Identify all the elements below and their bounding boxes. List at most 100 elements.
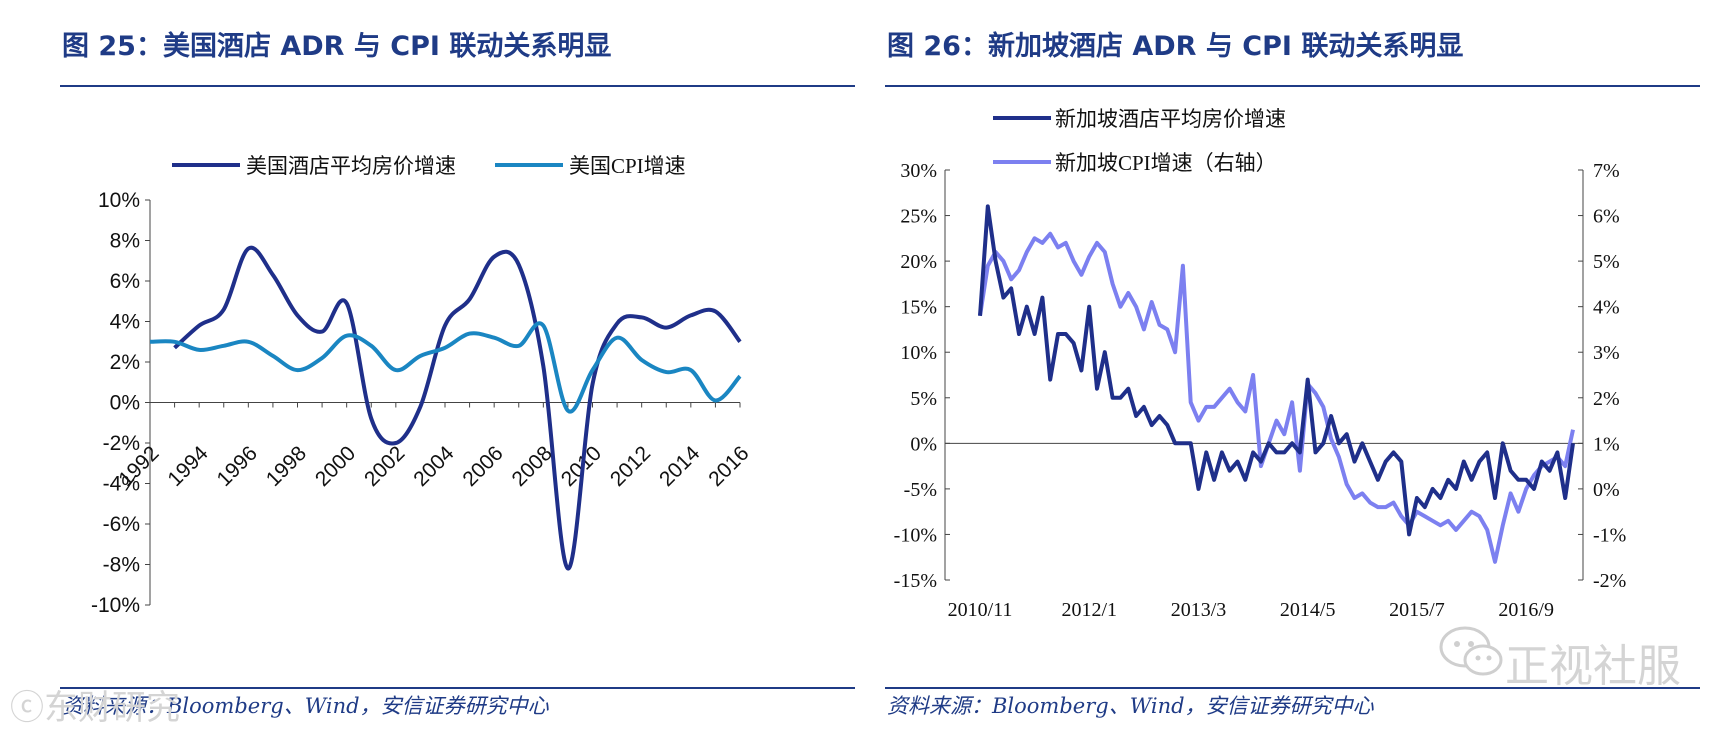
left-y-tick-label: -8% [103, 554, 140, 577]
right-x-tick-label: 2013/3 [1171, 599, 1227, 621]
left-x-tick-label: 2008 [508, 442, 557, 491]
left-x-tick-label: 2004 [409, 442, 459, 492]
left-legend-label: 美国酒店平均房价增速 [246, 154, 456, 178]
left-data-point [689, 313, 693, 317]
left-data-point [468, 297, 472, 301]
left-data-point [664, 370, 668, 374]
left-data-point [271, 273, 275, 277]
right-left-tick-label: -15% [894, 570, 937, 592]
figure-25-panel: 图 25：美国酒店 ADR 与 CPI 联动关系明显 10% 8% 6% 4% 2% 0%… [10, 31, 855, 728]
left-data-point [246, 247, 250, 251]
left-data-point [173, 340, 177, 344]
left-data-point [640, 315, 644, 319]
left-data-point [246, 340, 250, 344]
left-data-point [640, 358, 644, 362]
left-y-tick-label: -6% [103, 513, 140, 536]
left-data-point [369, 417, 373, 421]
left-data-point [443, 346, 447, 350]
left-data-point [345, 301, 349, 305]
left-data-point [541, 324, 545, 328]
right-right-tick-label: 3% [1593, 342, 1620, 364]
left-data-point [418, 405, 422, 409]
right-left-tick-label: 5% [910, 388, 937, 410]
right-x-tick-label: 2016/9 [1498, 599, 1554, 621]
left-data-point [713, 398, 717, 402]
left-y-tick-label: 8% [110, 230, 140, 253]
right-right-tick-label: 2% [1593, 388, 1620, 410]
left-series-line-cpi [149, 321, 742, 414]
left-data-point [418, 354, 422, 358]
right-left-tick-label: 20% [900, 251, 937, 273]
right-legend-label: 新加坡CPI增速（右轴） [1055, 151, 1277, 175]
right-left-tick-label: 0% [910, 433, 937, 455]
wechat-icon [1437, 622, 1507, 682]
right-series-line-adr [978, 204, 1575, 537]
left-x-tick-label: 1994 [163, 442, 213, 492]
left-data-point [271, 354, 275, 358]
left-data-point [345, 334, 349, 338]
right-right-tick-label: 0% [1593, 479, 1620, 501]
left-data-point [394, 368, 398, 372]
left-legend-label: 美国CPI增速 [569, 154, 686, 178]
right-x-tick-label: 2015/7 [1389, 599, 1445, 621]
left-y-tick-label: 6% [110, 270, 140, 293]
left-data-point [541, 364, 545, 368]
left-data-point [664, 326, 668, 330]
left-data-point [517, 263, 521, 267]
right-right-tick-label: -1% [1593, 524, 1626, 546]
left-y-tick-label: -2% [103, 432, 140, 455]
left-data-point [394, 441, 398, 445]
left-x-tick-label: 2000 [311, 442, 360, 491]
left-y-tick-label: -10% [91, 594, 140, 617]
left-y-tick-label: 0% [110, 392, 140, 415]
left-data-point [492, 255, 496, 259]
left-data-point [222, 307, 226, 311]
left-data-point [468, 332, 472, 336]
left-data-point [566, 567, 570, 571]
figure-26-title-rule [885, 85, 1700, 87]
figure-26-source: 资料来源：Bloomberg、Wind，安信证券研究中心 [887, 694, 1374, 718]
figure-26-footer-rule [885, 687, 1700, 689]
right-series-line-cpi [978, 231, 1575, 564]
left-data-point [713, 309, 717, 313]
left-data-point [443, 324, 447, 328]
left-data-point [566, 409, 570, 413]
sg-adr-cpi-chart: 30% 25% 20% 15% 10% 5% 0% -5% -10% -15% 7% 6% 5% 4% 3%… [894, 107, 1627, 621]
left-y-tick-label: 10% [98, 189, 140, 212]
figure-26-panel: 图 26：新加坡酒店 ADR 与 CPI 联动关系明显 30% 25% 20% 15%… [865, 0, 1730, 731]
right-left-tick-label: 30% [900, 160, 937, 182]
right-left-tick-label: -5% [904, 479, 937, 501]
figure-25-title: 图 25：美国酒店 ADR 与 CPI 联动关系明显 [62, 31, 612, 62]
left-x-tick-label: 1998 [262, 442, 311, 491]
right-right-tick-label: 1% [1593, 433, 1620, 455]
watermark-right: 正视社服 [1505, 641, 1681, 692]
right-legend-label: 新加坡酒店平均房价增速 [1055, 107, 1286, 131]
right-left-tick-label: 15% [900, 297, 937, 319]
left-data-point [320, 356, 324, 360]
left-x-tick-label: 1996 [213, 442, 262, 491]
left-y-tick-label: 4% [110, 311, 140, 334]
left-data-point [320, 330, 324, 334]
right-right-tick-label: 7% [1593, 160, 1620, 182]
left-y-tick-label: 2% [110, 351, 140, 374]
figure-26-title: 图 26：新加坡酒店 ADR 与 CPI 联动关系明显 [887, 31, 1464, 62]
left-data-point [173, 346, 177, 350]
right-x-tick-label: 2014/5 [1280, 599, 1336, 621]
left-series-line-adr [173, 245, 742, 571]
us-adr-cpi-chart: 10%8%6%4%2%0%-2%-4%-6%-8%-10%1992 1994 199… [91, 154, 754, 617]
left-x-tick-label: 2014 [655, 442, 705, 492]
left-data-point [296, 313, 300, 317]
left-y-tick-label: -4% [103, 473, 140, 496]
right-left-tick-label: 10% [900, 342, 937, 364]
left-data-point [492, 336, 496, 340]
left-data-point [591, 382, 595, 386]
left-data-point [517, 344, 521, 348]
left-data-point [148, 340, 152, 344]
figure-25-source: 资料来源：Bloomberg、Wind，安信证券研究中心 [62, 694, 549, 718]
right-right-tick-label: 6% [1593, 206, 1620, 228]
left-data-point [222, 344, 226, 348]
right-left-tick-label: 25% [900, 206, 937, 228]
right-right-tick-label: 5% [1593, 251, 1620, 273]
right-x-tick-label: 2012/1 [1061, 599, 1117, 621]
left-data-point [615, 322, 619, 326]
